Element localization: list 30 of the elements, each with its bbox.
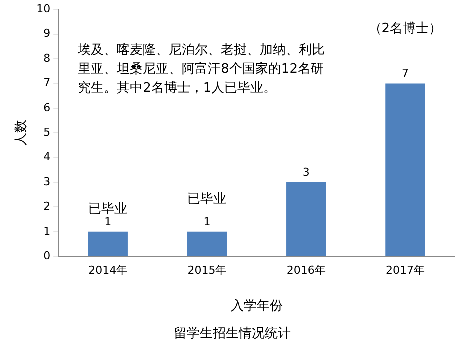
annotation: 已毕业	[88, 202, 128, 218]
annotation: 已毕业	[188, 192, 227, 208]
y-axis-title: 人数	[14, 120, 30, 146]
y-tick-label: 4	[44, 150, 51, 164]
y-tick-label: 1	[44, 224, 51, 238]
y-tick-label: 6	[44, 101, 51, 114]
y-tick-label: 2	[44, 200, 51, 214]
data-label: 1	[104, 215, 112, 228]
y-tick-label: 9	[44, 27, 51, 40]
bar	[286, 182, 326, 256]
data-label: 7	[402, 67, 409, 80]
bar	[386, 84, 426, 256]
data-label: 1	[204, 215, 211, 228]
y-tick-label: 5	[44, 126, 51, 139]
bar	[187, 232, 228, 256]
y-tick-label: 3	[44, 175, 51, 188]
annotation: 埃及、喀麦隆、尼泊尔、老挝、加纳、利比里亚、坦桑尼亚、阿富汗8个国家的12名研究生。其中2名博士，1人已毕业。	[77, 43, 326, 96]
bar	[88, 232, 128, 256]
annotation: （2名博士）	[368, 22, 442, 37]
y-tick-label: 8	[44, 52, 51, 65]
x-tick-label: 2016年	[286, 264, 326, 278]
y-tick-label: 7	[44, 76, 51, 90]
text: 留学生招生情况统计	[174, 326, 291, 342]
y-tick-label: 10	[36, 2, 51, 16]
x-axis-title: 入学年份	[230, 298, 283, 314]
x-tick-label: 2017年	[386, 264, 425, 278]
x-tick-label: 2014年	[88, 264, 128, 278]
x-tick-label: 2015年	[188, 264, 227, 278]
data-label: 3	[302, 166, 310, 179]
y-tick-label: 0	[44, 249, 51, 262]
